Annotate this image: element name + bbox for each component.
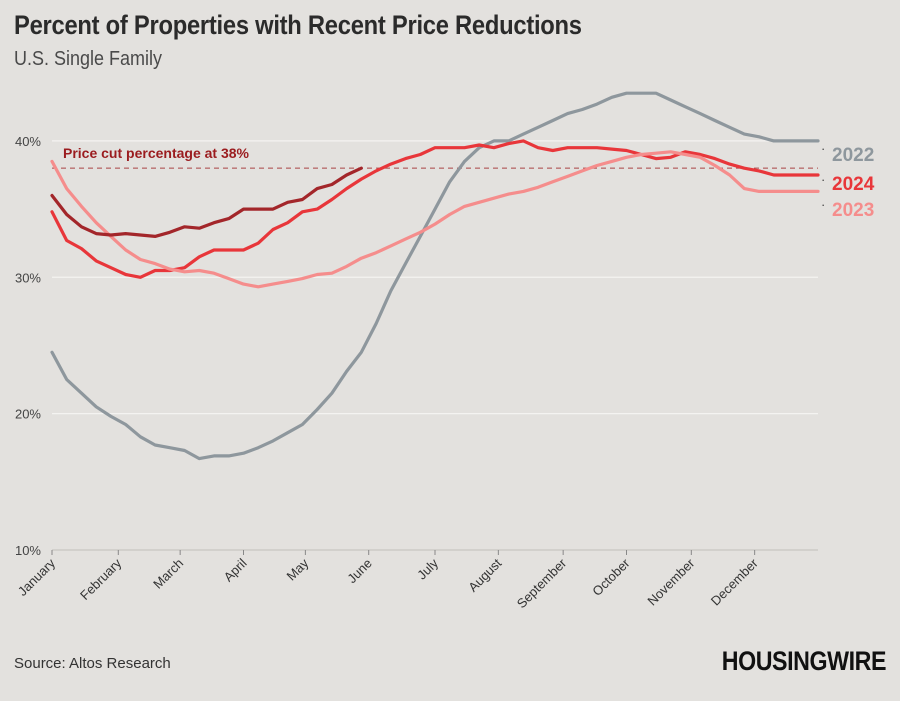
connector-2024: · [821, 172, 825, 187]
y-tick-label-40: 40% [15, 134, 41, 149]
x-tick-label-february: February [77, 555, 125, 603]
series-line-2024 [50, 139, 820, 279]
grid-lines [52, 140, 818, 551]
x-axis: January February March April May June July Augu… [15, 549, 818, 611]
reference-line-group: Price cut percentage at 38% [52, 145, 818, 169]
series-line-2025 [50, 166, 363, 238]
source-note: Source: Altos Research [14, 655, 171, 672]
x-tick-label-june: June [344, 556, 375, 587]
y-axis-ticks: 10% 20% 30% 40% [15, 134, 41, 558]
x-tick-label-may: May [284, 555, 312, 583]
x-tick-label-october: October [589, 555, 633, 599]
reference-line-label: Price cut percentage at 38% [63, 145, 250, 161]
x-tick-label-august: August [465, 555, 504, 594]
x-tick-label-november: November [644, 555, 697, 608]
series-label-2023: 2023 [832, 200, 874, 221]
x-tick-label-september: September [514, 555, 570, 611]
x-tick-label-december: December [708, 555, 761, 608]
chart-title: Percent of Properties with Recent Price … [14, 10, 582, 40]
brand-logo: HOUSINGWIRE [721, 646, 887, 676]
series-lines [50, 91, 820, 461]
x-tick-label-april: April [221, 555, 250, 584]
y-tick-label-10: 10% [15, 543, 41, 558]
series-end-labels: · 2022 · 2024 · 2023 [821, 141, 875, 221]
series-label-2022: 2022 [832, 145, 874, 166]
y-tick-label-20: 20% [15, 407, 41, 422]
x-tick-label-march: March [150, 556, 186, 592]
series-label-2024: 2024 [832, 174, 875, 195]
connector-2023: · [821, 197, 825, 212]
x-tick-label-july: July [414, 555, 441, 582]
chart-subtitle: U.S. Single Family [14, 48, 163, 70]
x-tick-label-january: January [15, 555, 59, 599]
series-line-2023 [50, 150, 820, 289]
connector-2022: · [821, 141, 825, 156]
series-line-2022 [50, 91, 820, 461]
y-tick-label-30: 30% [15, 270, 41, 285]
